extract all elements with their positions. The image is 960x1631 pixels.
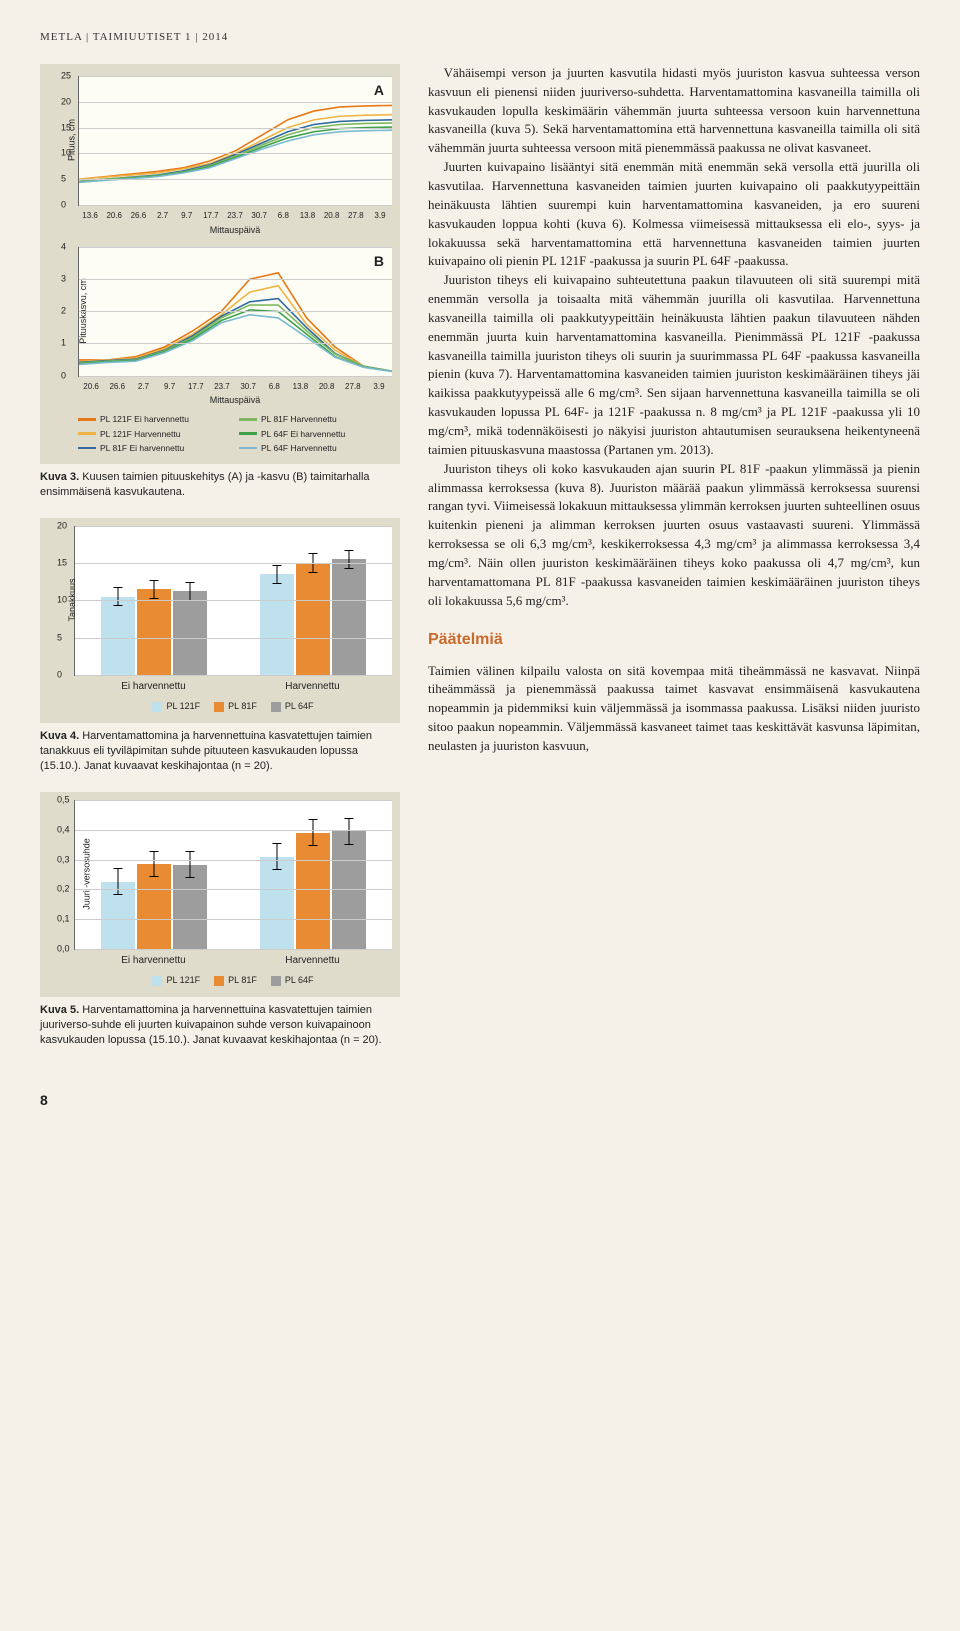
- left-column: Pituus, cm A 0510152025 13.620.626.62.79…: [40, 64, 400, 1066]
- page-number: 8: [40, 1090, 920, 1110]
- figure-5-xticks: Ei harvennettuHarvennettu: [74, 954, 392, 969]
- figure-4: Tanakkuus 05101520 Ei harvennettuHarvenn…: [40, 518, 400, 724]
- figure-4-caption: Kuva 4. Harventamattomina ja harvennettu…: [40, 729, 400, 774]
- figure-5: Juuri -versosuhde 0,00,10,20,30,40,5 Ei …: [40, 792, 400, 998]
- figure-5-legend: PL 121FPL 81FPL 64F: [74, 974, 392, 987]
- figure-5-chart: Juuri -versosuhde 0,00,10,20,30,40,5: [74, 800, 392, 950]
- figure-3: Pituus, cm A 0510152025 13.620.626.62.79…: [40, 64, 400, 464]
- paragraph-3: Juuriston tiheys eli kuivapaino suhteute…: [428, 271, 920, 459]
- page-header: METLA | TAIMIUUTISET 1 | 2014: [40, 30, 920, 46]
- panel-b-xlabel: Mittauspäivä: [78, 394, 392, 407]
- paragraph-5: Taimien välinen kilpailu valosta on sitä…: [428, 662, 920, 756]
- section-heading-paatelmia: Päätelmiä: [428, 628, 920, 651]
- figure-4-legend: PL 121FPL 81FPL 64F: [74, 700, 392, 713]
- paragraph-2: Juurten kuivapaino lisääntyi sitä enemmä…: [428, 158, 920, 271]
- figure-3-panel-a: Pituus, cm A 0510152025: [78, 76, 392, 206]
- figure-3-panel-b: Pituuskasvu, cm B 01234: [78, 247, 392, 377]
- panel-a-xlabel: Mittauspäivä: [78, 224, 392, 237]
- figure-5-caption: Kuva 5. Harventamattomina ja harvennettu…: [40, 1003, 400, 1048]
- figure-3-caption: Kuva 3. Kuusen taimien pituuskehitys (A)…: [40, 470, 400, 500]
- paragraph-4: Juuriston tiheys oli koko kasvukauden aj…: [428, 460, 920, 611]
- figure-3-legend: PL 121F Ei harvennettuPL 81F Harvennettu…: [78, 413, 392, 454]
- panel-a-xticks: 13.620.626.62.79.717.723.730.76.813.820.…: [78, 210, 392, 222]
- body-text-column: Vähäisempi verson ja juurten kasvutila h…: [428, 64, 920, 1066]
- figure-4-xticks: Ei harvennettuHarvennettu: [74, 680, 392, 695]
- paragraph-1: Vähäisempi verson ja juurten kasvutila h…: [428, 64, 920, 158]
- panel-b-xticks: 20.626.62.79.717.723.730.76.813.820.827.…: [78, 381, 392, 393]
- figure-4-chart: Tanakkuus 05101520: [74, 526, 392, 676]
